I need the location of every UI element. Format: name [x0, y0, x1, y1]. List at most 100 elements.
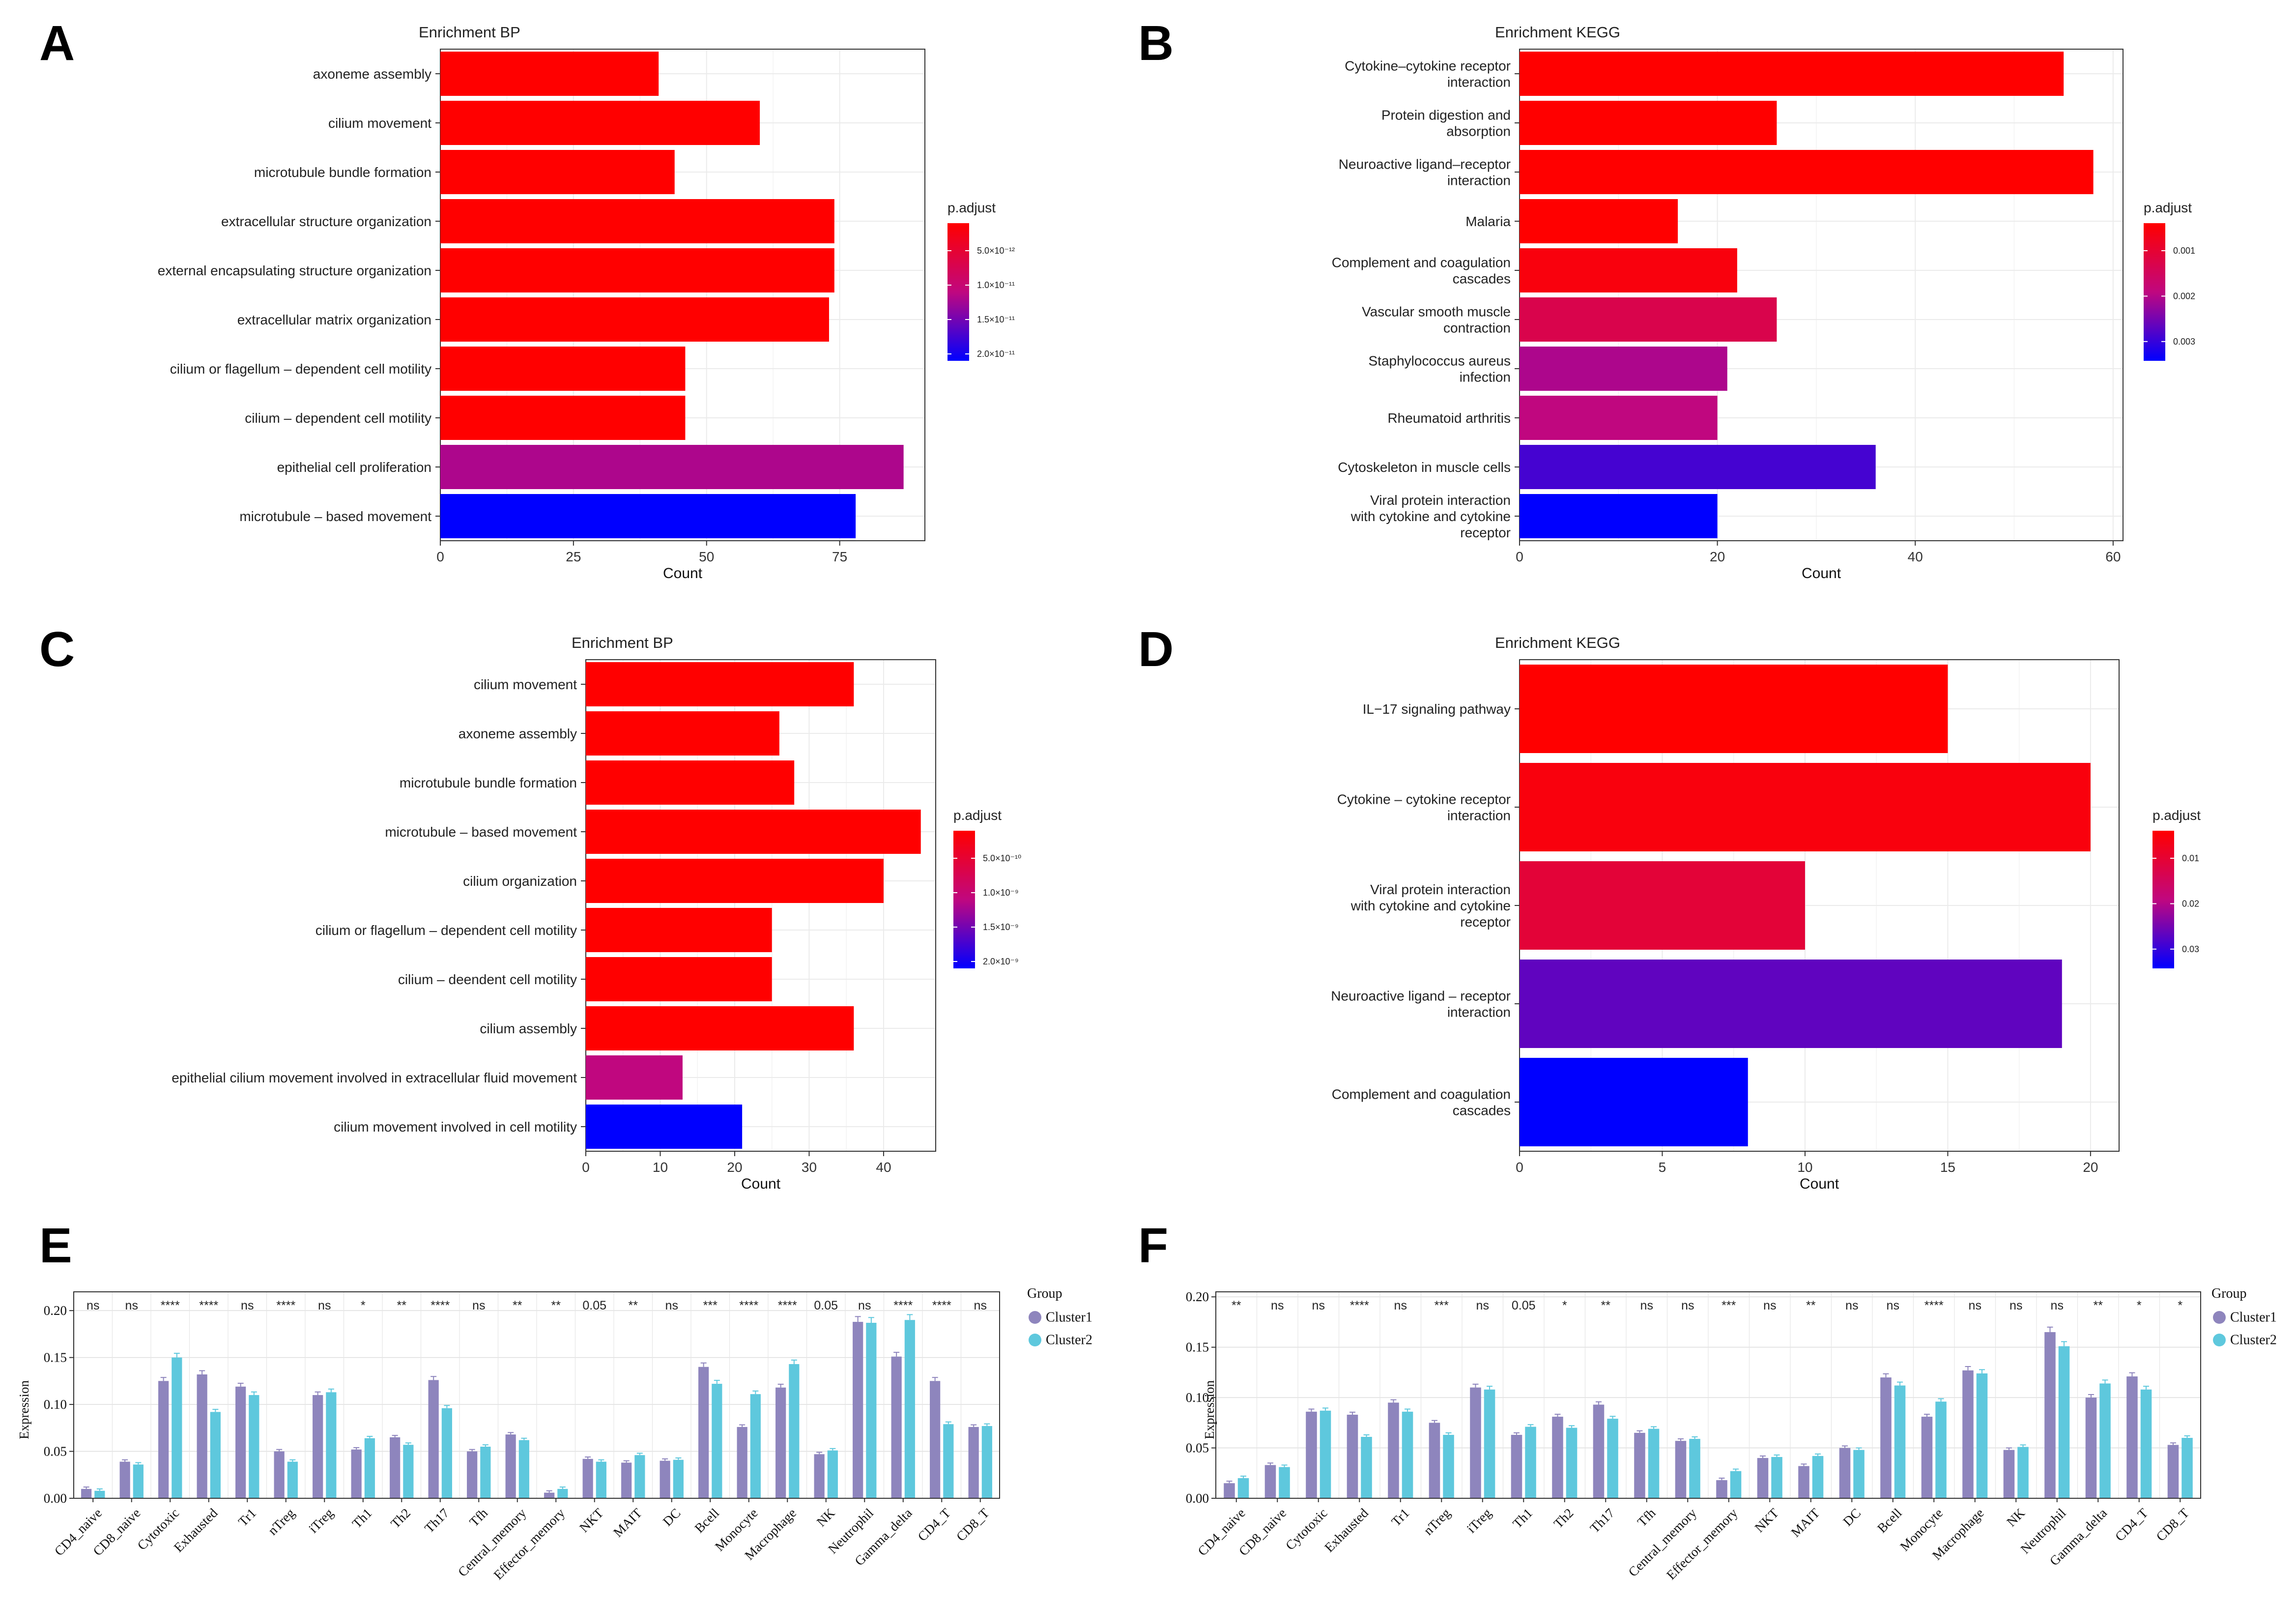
category-label: epithelial cell proliferation — [277, 460, 431, 475]
panel-letter-f: F — [1138, 1218, 1168, 1273]
x-tick-label: 0 — [582, 1160, 590, 1175]
bar-f-cluster1-8 — [1511, 1434, 1522, 1498]
bar-e-cluster2-22 — [904, 1320, 915, 1498]
significance-label: *** — [703, 1299, 718, 1312]
x-tick-label: 20 — [1710, 549, 1725, 564]
bar-f-cluster1-12 — [1675, 1441, 1687, 1498]
x-tick-label: Th2 — [388, 1506, 413, 1531]
bar-e-cluster2-6 — [287, 1461, 298, 1498]
colorbar-tick-label: 0.001 — [2173, 246, 2195, 256]
significance-label: * — [2178, 1299, 2182, 1312]
label-line: cilium movement — [328, 116, 431, 131]
label-line: IL−17 signaling pathway — [1363, 701, 1511, 717]
legend-label: Cluster2 — [1046, 1333, 1092, 1348]
category-label: cilium movement — [328, 116, 431, 131]
bar-e-cluster1-21 — [853, 1322, 863, 1498]
bar-b-8 — [1520, 396, 1718, 440]
category-label: axoneme assembly — [313, 66, 431, 82]
y-tick-label: 0.05 — [44, 1444, 67, 1459]
bar-f-cluster1-9 — [1552, 1417, 1563, 1498]
label-line: Cytoskeleton in muscle cells — [1338, 460, 1511, 475]
label-line: cilium – dependent cell motility — [245, 410, 431, 426]
bar-f-cluster1-19 — [1962, 1370, 1974, 1498]
label-line: receptor — [1460, 525, 1511, 540]
bar-a-1 — [440, 52, 659, 96]
label-line: Cytokine–cytokine receptor — [1345, 58, 1511, 73]
bar-f-cluster1-22 — [2085, 1398, 2097, 1498]
significance-label: * — [361, 1299, 366, 1312]
colorbar-tick-label: 2.0×10⁻¹¹ — [977, 349, 1015, 359]
significance-label: ns — [1640, 1299, 1653, 1312]
x-tick-label: Tfh — [466, 1505, 490, 1529]
bar-e-cluster1-13 — [544, 1492, 555, 1498]
significance-label: ns — [2051, 1299, 2064, 1312]
bar-e-cluster2-16 — [673, 1459, 684, 1498]
legend-title: p.adjust — [947, 200, 996, 215]
bar-a-7 — [440, 347, 686, 391]
significance-label: **** — [1924, 1299, 1944, 1312]
label-line: microtubule bundle formation — [254, 165, 431, 180]
bar-e-cluster2-13 — [557, 1488, 568, 1498]
label-line: cilium organization — [463, 874, 577, 889]
category-label: Malaria — [1465, 214, 1511, 229]
legend-title: Group — [1027, 1286, 1062, 1301]
label-line: Complement and coagulation — [1332, 1086, 1511, 1102]
bar-b-2 — [1520, 101, 1777, 145]
bar-a-8 — [440, 396, 686, 440]
label-line: cilium or flagellum – dependent cell mot… — [316, 923, 577, 938]
label-line: infection — [1460, 369, 1511, 384]
category-label: Complement and coagulation cascades — [1332, 1086, 1511, 1118]
bar-e-cluster1-12 — [505, 1434, 516, 1498]
significance-label: * — [2137, 1299, 2142, 1312]
colorbar-tick-label: 1.5×10⁻⁹ — [983, 922, 1019, 932]
colorbar-tick-label: 0.03 — [2182, 944, 2199, 954]
x-tick-label: CD8_T — [2153, 1505, 2192, 1544]
significance-label: ns — [1887, 1299, 1899, 1312]
bar-c-10 — [586, 1105, 743, 1149]
bar-a-4 — [440, 199, 834, 243]
label-line: cilium or flagellum – dependent cell mot… — [170, 361, 431, 377]
significance-label: **** — [893, 1299, 913, 1312]
bar-e-cluster2-11 — [480, 1447, 491, 1498]
chart-title: Enrichment KEGG — [1495, 634, 1620, 651]
bar-c-1 — [586, 662, 854, 706]
label-line: contraction — [1443, 320, 1511, 335]
x-axis-label: Count — [663, 565, 703, 582]
x-tick-label: iTreg — [306, 1506, 336, 1536]
bar-e-cluster2-8 — [364, 1438, 375, 1498]
x-tick-label: Bcell — [692, 1506, 722, 1536]
label-line: external encapsulating structure organiz… — [158, 263, 431, 278]
label-line: epithelial cilium movement involved in e… — [172, 1070, 577, 1085]
label-line: interaction — [1447, 1004, 1511, 1019]
colorbar-tick-label: 1.5×10⁻¹¹ — [977, 315, 1015, 324]
bar-f-cluster2-24 — [2181, 1438, 2193, 1498]
category-label: Protein digestion and absorption — [1381, 107, 1511, 139]
bar-f-cluster1-5 — [1388, 1402, 1399, 1498]
significance-label: ns — [974, 1299, 987, 1312]
category-label: Complement and coagulation cascades — [1332, 255, 1511, 286]
colorbar — [947, 223, 969, 361]
significance-label: 0.05 — [582, 1299, 606, 1312]
legend-title: p.adjust — [2152, 808, 2201, 823]
x-tick-label: NK — [2004, 1505, 2028, 1529]
significance-label: 0.05 — [1512, 1299, 1536, 1312]
bar-c-4 — [586, 810, 921, 854]
charts-layer: axoneme assembly cilium movement microtubu… — [17, 24, 2277, 1582]
significance-label: ns — [1969, 1299, 1981, 1312]
bar-f-cluster1-17 — [1880, 1377, 1892, 1498]
category-label: extracellular structure organization — [221, 214, 431, 229]
colorbar-tick-label: 1.0×10⁻⁹ — [983, 888, 1019, 898]
significance-label: ns — [665, 1299, 678, 1312]
label-line: Neuroactive ligand–receptor — [1339, 156, 1511, 172]
bar-e-cluster2-21 — [866, 1323, 877, 1498]
bar-c-5 — [586, 859, 884, 903]
x-tick-label: 25 — [566, 549, 581, 564]
x-tick-label: 15 — [1940, 1160, 1955, 1175]
legend-swatch — [2213, 1334, 2226, 1346]
significance-label: **** — [276, 1299, 295, 1312]
bar-f-cluster1-3 — [1306, 1411, 1317, 1498]
bar-f-cluster2-22 — [2099, 1383, 2111, 1498]
bar-a-3 — [440, 150, 675, 194]
bar-e-cluster1-5 — [235, 1386, 246, 1498]
